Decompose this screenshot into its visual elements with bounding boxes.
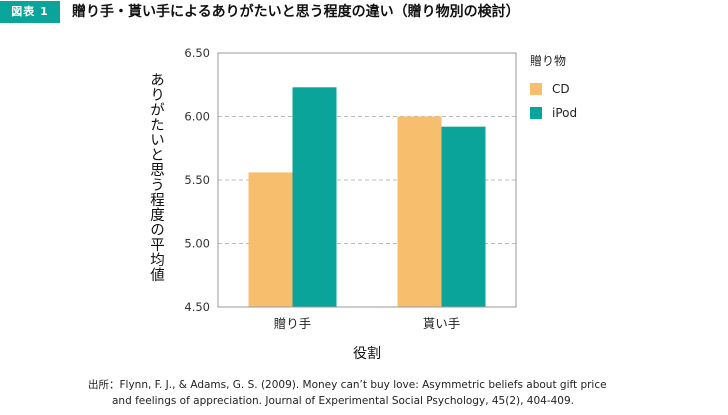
figure-title: 贈り手・貰い手によるありがたいと思う程度の違い（贈り物別の検討） xyxy=(72,4,520,20)
plot-frame xyxy=(217,52,517,308)
x-tick-labels: 贈り手 貰い手 xyxy=(274,316,461,331)
figure-header: 図表 1 贈り手・貰い手によるありがたいと思う程度の違い（贈り物別の検討） xyxy=(0,0,728,26)
legend-label-cd: CD xyxy=(552,82,570,96)
legend-item-ipod: iPod xyxy=(530,103,577,123)
legend-swatch-cd xyxy=(530,83,542,95)
legend-swatch-ipod xyxy=(530,107,542,119)
x-tick-label: 貰い手 xyxy=(423,316,461,331)
source-line-2: and feelings of appreciation. Journal of… xyxy=(112,395,574,407)
y-axis-label: ありがたいと思う程度の平均値 xyxy=(148,72,164,282)
legend-label-ipod: iPod xyxy=(552,106,578,120)
bar-cd-2 xyxy=(397,116,442,307)
x-tick-label: 贈り手 xyxy=(274,316,312,331)
bar-ipod-2 xyxy=(441,126,486,307)
source-citation: 出所：Flynn, F. J., & Adams, G. S. (2009). … xyxy=(88,377,607,409)
legend: 贈り物 CD iPod xyxy=(530,52,577,127)
bar-ipod-1 xyxy=(292,87,337,307)
legend-item-cd: CD xyxy=(530,79,577,99)
bars xyxy=(248,87,486,307)
y-tick-label: 4.50 xyxy=(184,300,210,314)
y-tick-label: 6.00 xyxy=(184,110,210,124)
legend-title: 贈り物 xyxy=(530,54,567,68)
y-tick-labels: 4.50 5.00 5.50 6.00 6.50 xyxy=(184,46,210,314)
x-axis-label: 役割 xyxy=(353,345,381,362)
figure-badge: 図表 1 xyxy=(0,1,60,23)
source-line-1: 出所：Flynn, F. J., & Adams, G. S. (2009). … xyxy=(88,379,607,391)
y-tick-label: 5.00 xyxy=(184,237,210,251)
y-tick-label: 5.50 xyxy=(184,173,210,187)
y-tick-label: 6.50 xyxy=(184,46,210,60)
bar-cd-1 xyxy=(248,172,293,307)
